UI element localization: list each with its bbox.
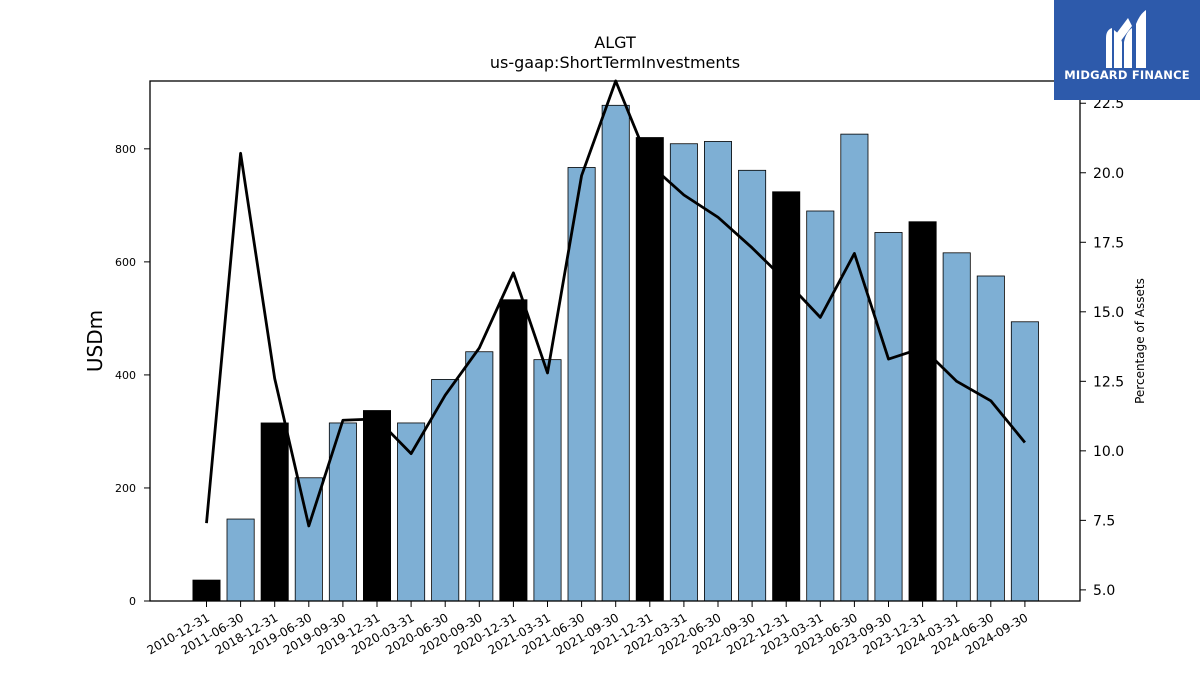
bar-2023-06-30 (840, 133, 869, 602)
bar-2020-12-31 (499, 299, 528, 602)
y2-tick-label-12.5: 12.5 (1093, 374, 1124, 390)
bar-2021-03-31 (533, 359, 562, 602)
bar-2021-12-31 (635, 137, 664, 602)
y-axis-label: USDm (83, 310, 107, 372)
y2-tick-label-5: 5.0 (1093, 583, 1115, 599)
x-axis: 2010-12-312011-06-302018-12-312019-06-30… (145, 601, 1030, 657)
y-tick-label-200: 200 (115, 482, 136, 495)
bar-2011-06-30 (226, 518, 255, 602)
bar-2018-12-31 (260, 422, 289, 602)
y-axis-right: 5.0 7.5 10.0 12.5 15.0 17.5 20.0 22.5 (1080, 96, 1124, 599)
bar-2022-03-31 (669, 143, 698, 602)
y2-tick-label-17.5: 17.5 (1093, 235, 1124, 251)
bar-2023-12-31 (908, 221, 937, 602)
bar-2020-09-30 (465, 351, 494, 602)
bar-2019-12-31 (362, 410, 391, 602)
y2-axis-label: Percentage of Assets (1133, 278, 1147, 404)
y-tick-label-800: 800 (115, 143, 136, 156)
bar-2024-03-31 (942, 252, 971, 602)
bar-2023-09-30 (874, 232, 903, 602)
bar-2023-03-31 (806, 210, 835, 602)
brand-logo: MIDGARD FINANCE (1054, 0, 1200, 100)
bar-2020-03-31 (397, 422, 426, 602)
bar-2022-12-31 (772, 191, 801, 602)
y2-tick-label-20: 20.0 (1093, 166, 1124, 182)
y2-tick-label-7.5: 7.5 (1093, 513, 1115, 529)
bar-2022-09-30 (738, 169, 767, 602)
bar-2021-09-30 (601, 104, 630, 602)
y-axis-left: 0 200 400 600 800 (115, 143, 150, 608)
chart-title: ALGT (594, 33, 636, 52)
y2-tick-label-15: 15.0 (1093, 305, 1124, 321)
y2-tick-label-10: 10.0 (1093, 444, 1124, 460)
y-tick-label-600: 600 (115, 256, 136, 269)
bar-2021-06-30 (567, 167, 596, 602)
chart-subtitle: us-gaap:ShortTermInvestments (490, 53, 740, 72)
y-tick-label-0: 0 (129, 595, 136, 608)
bar-2010-12-31 (192, 579, 221, 602)
plot-frame (149, 80, 1081, 602)
bar-series (192, 104, 1039, 602)
bar-2024-06-30 (976, 275, 1005, 602)
brand-name: MIDGARD FINANCE (1064, 68, 1190, 82)
y2-tick-label-22.5: 22.5 (1093, 96, 1124, 112)
y-tick-label-400: 400 (115, 369, 136, 382)
midgard-m-icon (1106, 10, 1146, 68)
bar-2020-06-30 (431, 379, 460, 602)
bar-2024-09-30 (1010, 321, 1039, 602)
